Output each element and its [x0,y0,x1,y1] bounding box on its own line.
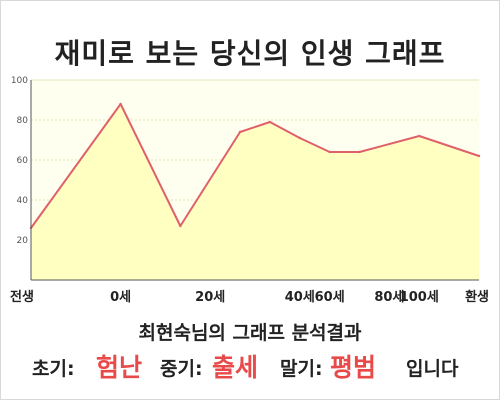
y-tick-label: 40 [17,196,29,206]
data-point [268,120,272,124]
y-tick-label: 20 [17,236,29,246]
late-label: 말기: [280,358,323,380]
data-points [29,102,481,230]
early-label: 초기: [32,358,75,380]
middle-value: 출세 [212,353,259,382]
data-point [418,134,421,138]
data-point [238,130,242,134]
x-tick-label: 20세 [195,290,225,305]
x-tick-label: 40세 [285,290,315,305]
data-point [119,102,122,106]
x-tick-label: 환생 [465,289,489,305]
ending-text: 입니다 [406,358,459,380]
area-fill [31,104,479,280]
x-tick-label: 전생 [10,289,34,305]
late-value: 평범 [330,353,377,382]
data-point [179,224,182,228]
chart-title: 재미로 보는 당신의 인생 그래프 [54,37,446,70]
x-tick-label: 0세 [110,290,131,305]
result-summary: 초기: 험난 중기: 출세 말기: 평범 입니다 [0,344,500,384]
data-point [358,150,361,154]
early-value: 험난 [96,353,143,382]
y-tick-label: 100 [11,76,28,86]
middle-label: 중기: [160,358,203,380]
y-tick-labels: 20 40 60 80 100 [11,76,28,246]
y-tick-label: 60 [17,156,29,166]
result-title: 최현숙님의 그래프 분석결과 [138,322,362,344]
data-point [477,154,481,158]
data-point [328,150,331,154]
data-point [298,136,301,140]
x-tick-label: 60세 [315,290,345,305]
x-tick-label: 100세 [400,290,439,305]
y-tick-label: 80 [17,116,29,126]
x-tick-label: 80세 [374,290,404,305]
series-line [30,103,480,229]
